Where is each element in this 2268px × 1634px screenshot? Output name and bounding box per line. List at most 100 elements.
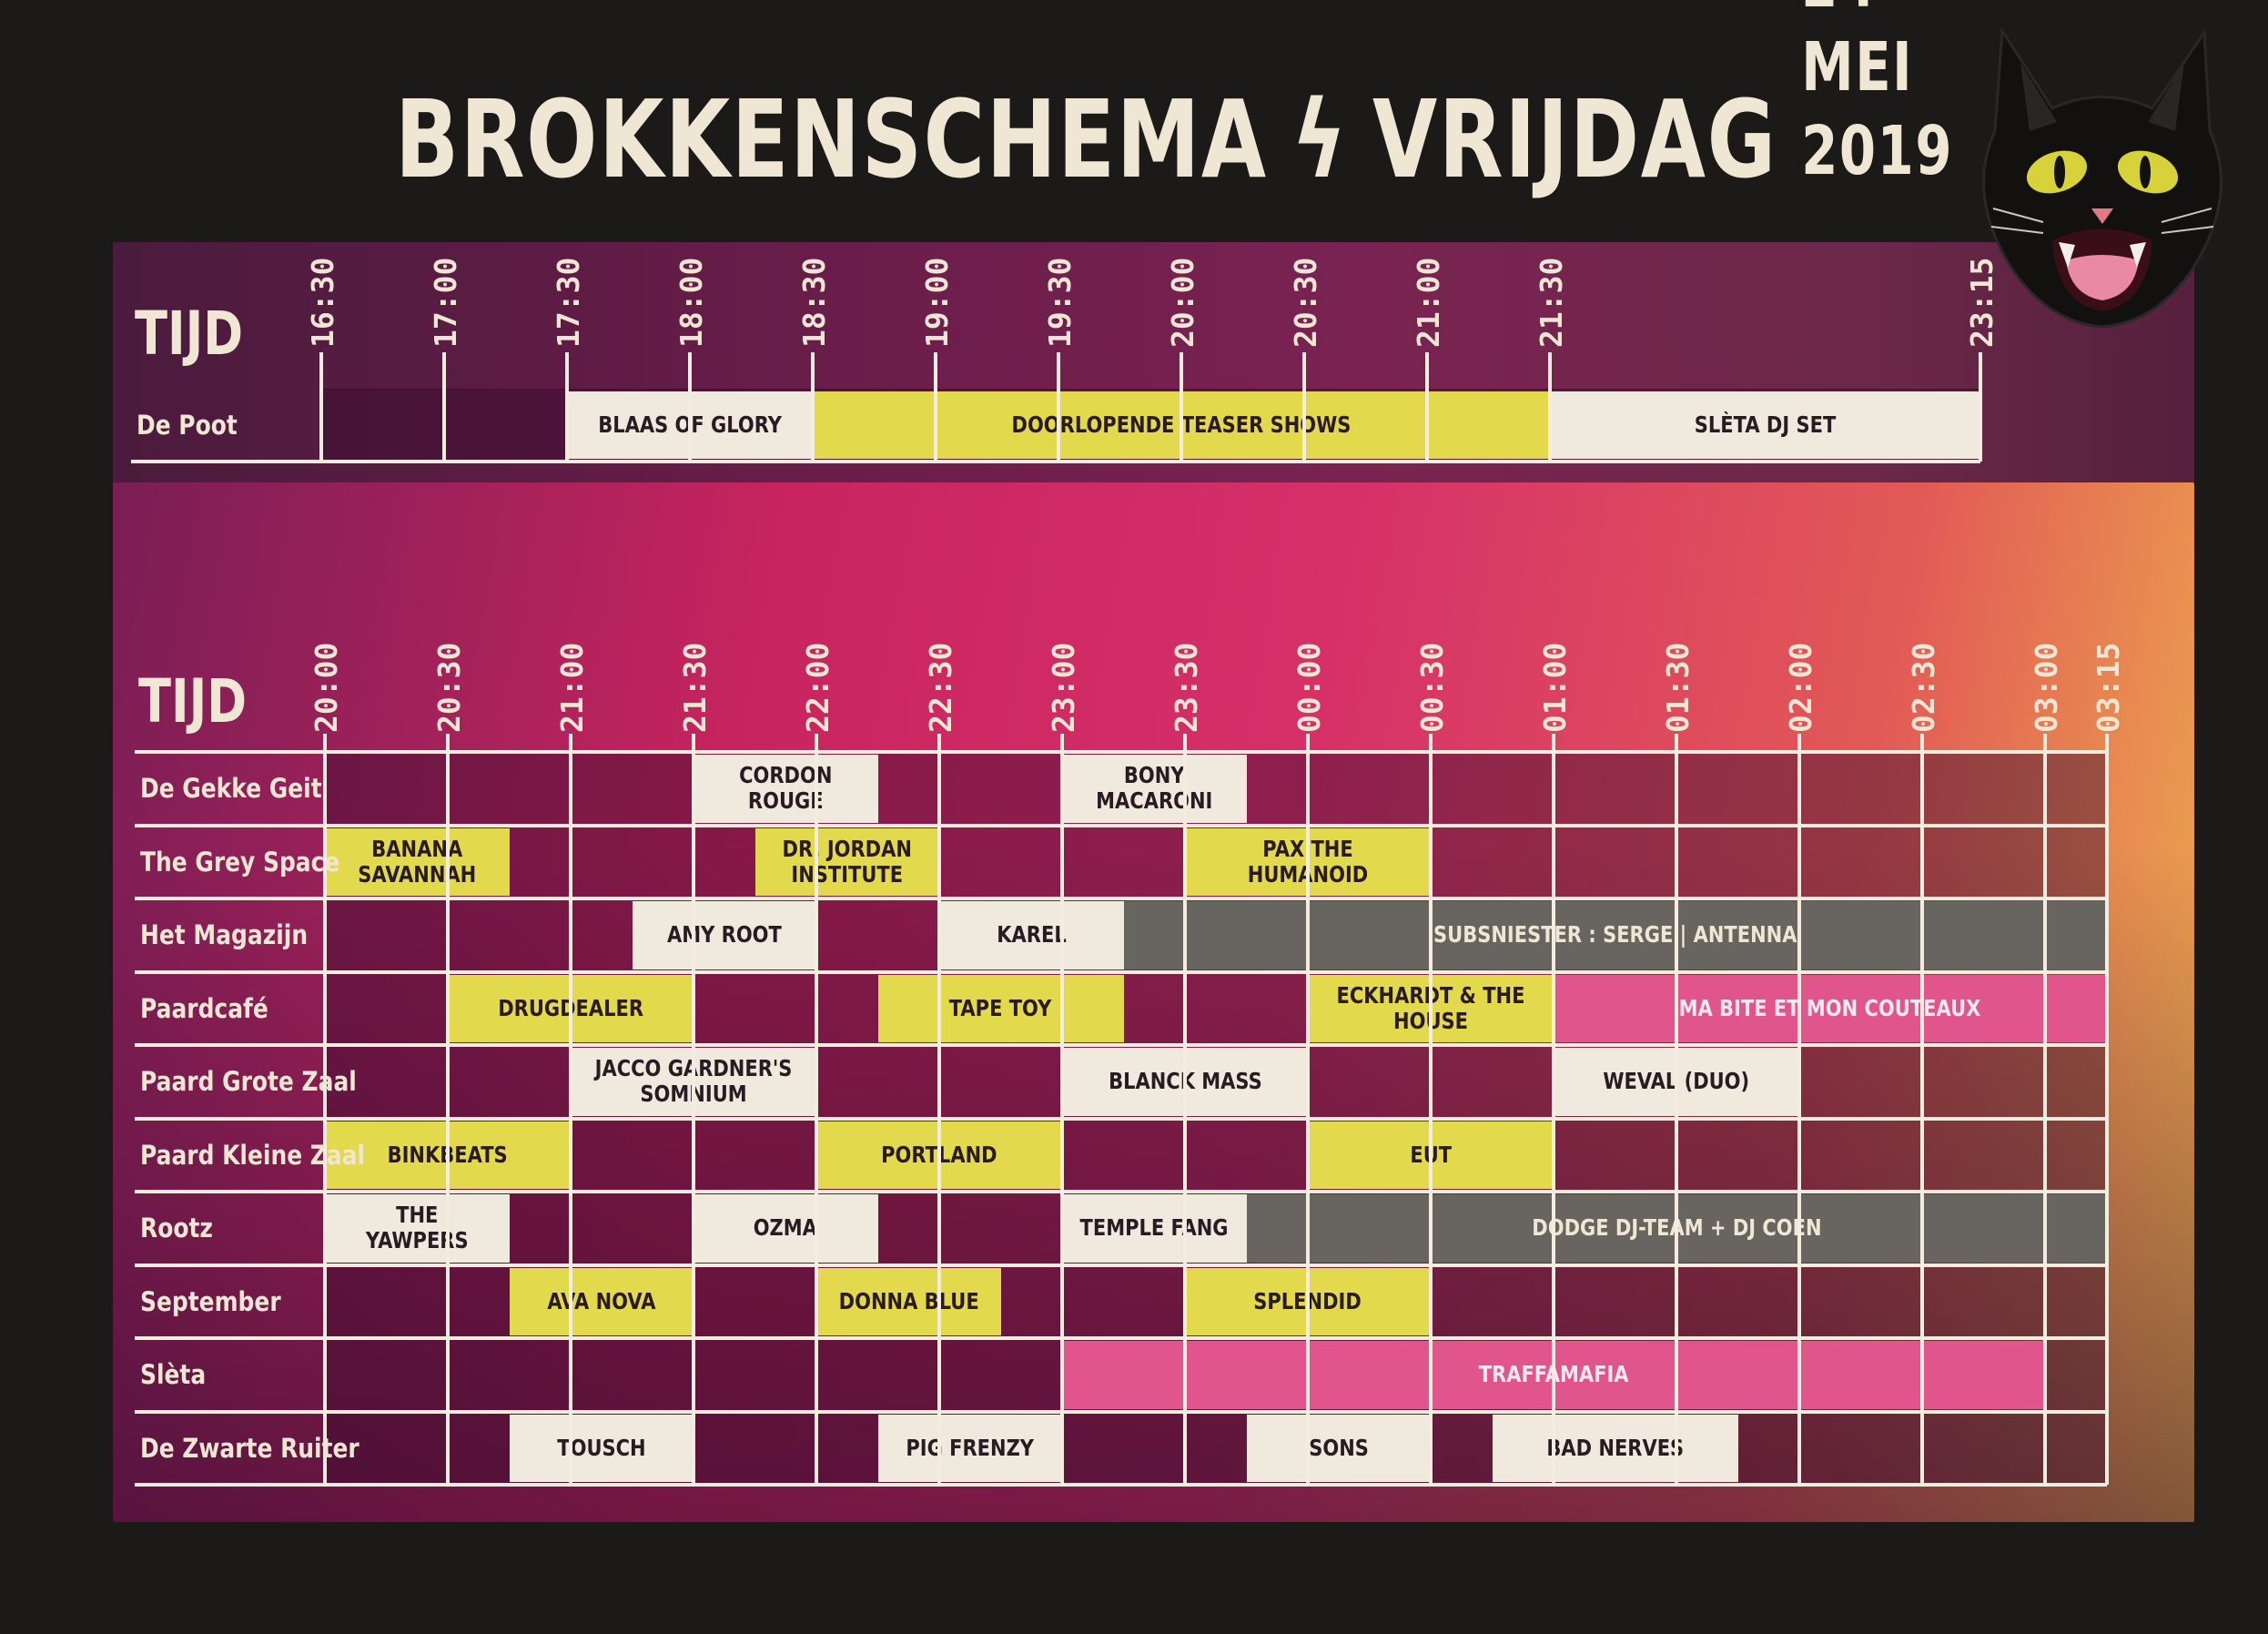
act-block: KAREL xyxy=(939,901,1124,969)
act-name: BLANCK MASS xyxy=(1108,1068,1262,1095)
grid-cell xyxy=(571,752,694,826)
grid-time-line xyxy=(1057,352,1060,462)
act-name: WEVAL (DUO) xyxy=(1603,1068,1750,1095)
time-tick-label: 22:00 xyxy=(800,642,835,733)
grid-time-line xyxy=(811,352,815,462)
grid-cell xyxy=(1922,1118,2045,1192)
venue-label: De Zwarte Ruiter xyxy=(140,1432,359,1464)
grid-cell xyxy=(1308,1045,1431,1119)
act-block: DR. JORDAN INSTITUTE xyxy=(754,827,939,896)
grid-cell xyxy=(1799,752,1922,826)
grid-cell xyxy=(1799,1411,1922,1485)
grid-cell xyxy=(1554,1264,1676,1338)
grid-time-line xyxy=(1548,352,1552,462)
grid-cell xyxy=(325,898,448,972)
act-block: BAD NERVES xyxy=(1492,1414,1738,1482)
venue-label: De Poot xyxy=(137,410,238,441)
act-block: AVA NOVA xyxy=(509,1267,694,1335)
title-main: BROKKENSCHEMA xyxy=(395,76,1268,202)
grid-cell xyxy=(1922,752,2045,826)
venue-label: Paard Grote Zaal xyxy=(140,1066,357,1098)
grid-time-line xyxy=(815,734,818,1485)
time-tick-label: 23:30 xyxy=(1169,642,1204,733)
grid-time-line xyxy=(1429,734,1433,1485)
act-block: THE YAWPERS xyxy=(325,1194,510,1263)
grid-cell xyxy=(571,1118,694,1192)
grid-time-line xyxy=(1978,352,1982,462)
act-name: THE YAWPERS xyxy=(365,1202,469,1254)
grid-cell xyxy=(694,1264,816,1338)
act-name: BANANA SAVANNAH xyxy=(358,835,477,888)
grid-time-line xyxy=(1306,734,1310,1485)
act-block: SUBSNIESTER : SERGE | ANTENNA xyxy=(1123,901,2107,969)
act-block: SONS xyxy=(1246,1414,1431,1482)
grid-cell xyxy=(325,1264,448,1338)
act-name: TEMPLE FANG xyxy=(1079,1214,1229,1242)
time-tick-label: 19:30 xyxy=(1042,257,1078,348)
grid-time-line xyxy=(1920,734,1924,1485)
grid-time-line xyxy=(442,352,446,462)
grid-cell xyxy=(325,1045,448,1119)
grid-row-line xyxy=(135,1190,2107,1193)
grid-time-line xyxy=(937,734,941,1485)
time-tick-label: 17:00 xyxy=(428,257,463,348)
grid-time-line xyxy=(1425,352,1429,462)
grid-cell xyxy=(571,825,694,898)
grid-cell xyxy=(694,971,816,1045)
time-tick-label: 00:00 xyxy=(1291,642,1327,733)
time-tick-label: 17:30 xyxy=(551,257,586,348)
venue-label: The Grey Space xyxy=(140,846,340,878)
grid-cell xyxy=(571,1338,694,1412)
act-block: TEMPLE FANG xyxy=(1062,1194,1247,1263)
grid-cell xyxy=(939,1045,1062,1119)
grid-cell xyxy=(2045,752,2107,826)
act-name: BONY MACARONI xyxy=(1096,762,1213,815)
act-name: DR. JORDAN INSTITUTE xyxy=(782,835,912,888)
act-block: OZMA xyxy=(694,1194,878,1263)
grid-cell xyxy=(1185,971,1308,1045)
grid-cell xyxy=(1922,1264,2045,1338)
act-block: BONY MACARONI xyxy=(1062,755,1247,823)
time-tick-label: 21:30 xyxy=(1534,257,1569,348)
grid-time-line xyxy=(688,352,692,462)
grid-time-line xyxy=(1060,734,1064,1485)
act-block: CORDON ROUGE xyxy=(694,755,878,823)
grid-cell xyxy=(325,1338,448,1412)
act-name: SUBSNIESTER : SERGE | ANTENNA xyxy=(1433,921,1797,949)
grid-cell xyxy=(1676,1118,1799,1192)
grid-cell xyxy=(816,1045,939,1119)
grid-row-line xyxy=(135,823,2107,827)
time-tick-label: 02:00 xyxy=(1783,642,1818,733)
time-tick-label: 18:00 xyxy=(673,257,709,348)
time-tick-label: 20:00 xyxy=(1165,257,1200,348)
venue-label: De Gekke Geit xyxy=(140,773,322,805)
grid-cell xyxy=(448,752,571,826)
grid-time-line xyxy=(323,734,327,1485)
act-name: SONS xyxy=(1308,1434,1369,1461)
lightning-bolt-icon: ϟ xyxy=(1291,76,1349,202)
act-name: AMY ROOT xyxy=(666,921,782,949)
time-tick-label: 21:00 xyxy=(1411,257,1446,348)
venue-label: Slèta xyxy=(140,1359,207,1391)
grid-cell xyxy=(1676,752,1799,826)
grid-cell xyxy=(1676,1264,1799,1338)
grid-cell xyxy=(1062,1411,1185,1485)
act-name: OZMA xyxy=(754,1214,818,1242)
title-date: 24 MEI 2019 xyxy=(1801,0,1954,190)
title-day: VRIJDAG xyxy=(1372,76,1777,202)
grid-cell xyxy=(448,1338,571,1412)
page-title: BROKKENSCHEMA ϟ VRIJDAG 24 MEI 2019 xyxy=(395,0,1953,202)
grid-time-line xyxy=(569,734,572,1485)
time-tick-label: 01:00 xyxy=(1537,642,1573,733)
grid-row-line xyxy=(135,969,2107,974)
time-tick-label: 20:30 xyxy=(431,642,467,733)
time-axis-label: TIJD xyxy=(138,666,248,736)
grid-row-line xyxy=(135,750,2107,754)
grid-cell xyxy=(939,1192,1062,1265)
grid-cell xyxy=(1185,1118,1308,1192)
act-name: SLÈTA DJ SET xyxy=(1694,411,1836,438)
grid-time-line xyxy=(1552,734,1555,1485)
grid-time-line xyxy=(1797,734,1801,1485)
time-tick-label: 00:30 xyxy=(1414,642,1450,733)
black-cat-icon xyxy=(1982,26,2222,329)
